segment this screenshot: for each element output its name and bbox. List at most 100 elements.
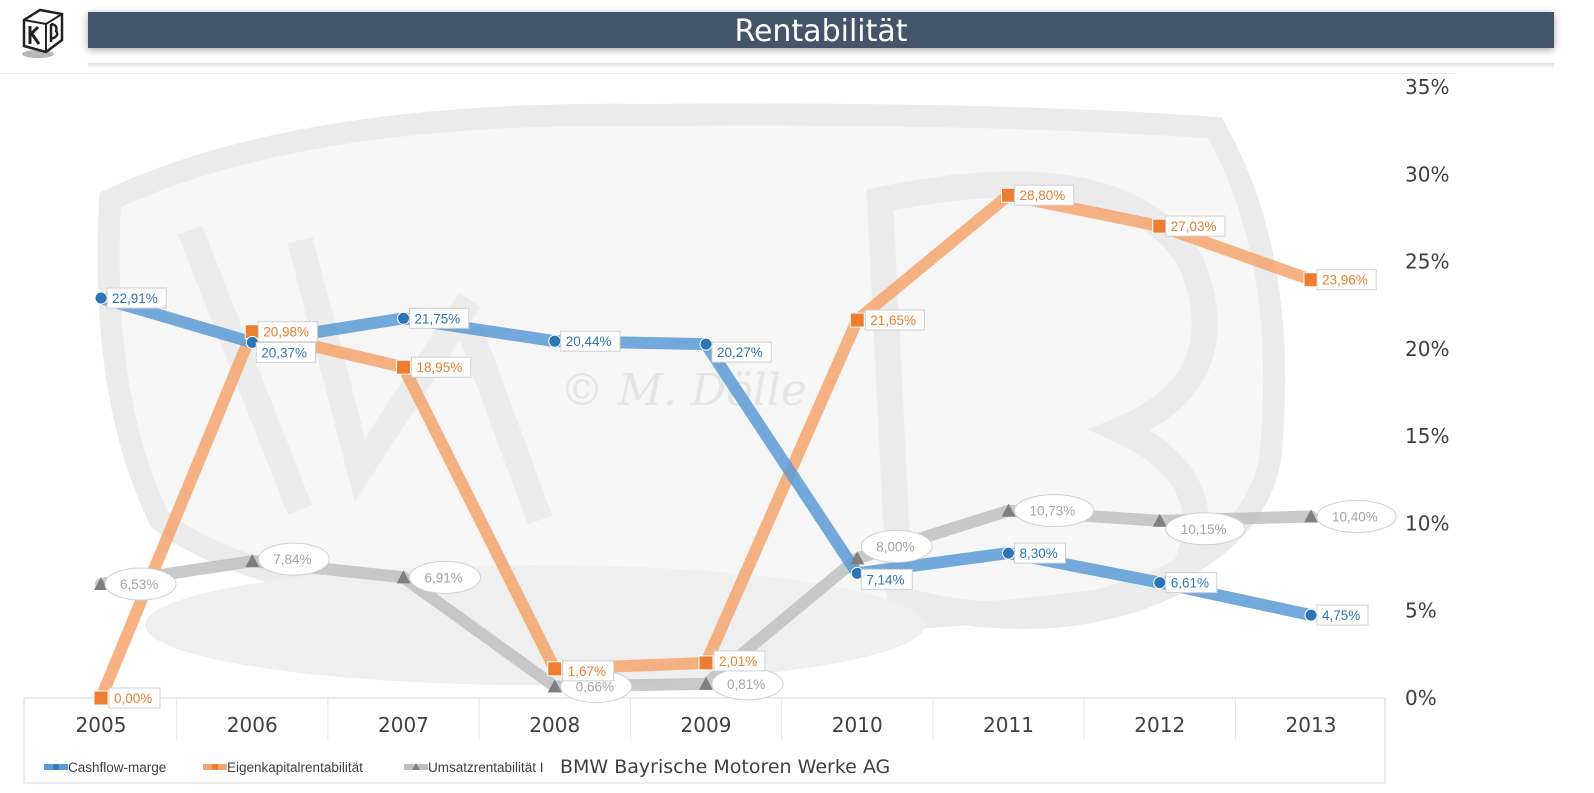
data-point-marker xyxy=(1304,509,1318,523)
data-point-marker xyxy=(699,676,713,690)
x-axis: 2005 2006 2007 2008 2009 2010 2011 2012 2013 xyxy=(23,697,1386,784)
data-label-box xyxy=(108,687,161,709)
y-axis: 0% 5% 10% 15% 20% 25% 30% 35% xyxy=(1405,75,1449,710)
data-point-marker xyxy=(547,661,563,677)
data-label-box xyxy=(562,660,615,682)
legend-marker xyxy=(412,763,420,770)
data-point-marker xyxy=(245,554,260,568)
data-point-marker xyxy=(547,679,562,693)
data-label: 8,00% xyxy=(876,539,914,554)
data-label: 6,91% xyxy=(425,570,463,585)
x-tick-label: 2005 xyxy=(76,713,127,737)
data-label-bubble xyxy=(1014,494,1095,528)
data-label: 21,75% xyxy=(415,311,461,326)
data-label: 1,67% xyxy=(568,664,606,679)
data-point-marker xyxy=(548,334,562,348)
y-tick-label: 10% xyxy=(1405,511,1449,535)
data-label: 20,44% xyxy=(566,334,612,349)
legend-label: Eigenkapitalrentabilität xyxy=(227,760,363,775)
data-label-box xyxy=(1165,572,1218,594)
legend: Cashflow-marge Eigenkapitalrentabilität Um… xyxy=(44,760,544,775)
title-shadow xyxy=(88,63,1554,69)
data-label: 23,96% xyxy=(1322,273,1368,288)
data-label: 10,15% xyxy=(1181,522,1227,537)
data-point-marker xyxy=(699,337,713,351)
data-label-box xyxy=(713,650,766,672)
data-label-box xyxy=(864,309,925,331)
data-point-marker xyxy=(94,577,108,591)
data-label: 7,84% xyxy=(273,552,311,567)
x-tick-label: 2012 xyxy=(1134,713,1185,737)
data-label: 21,65% xyxy=(870,313,916,328)
y-tick-label: 0% xyxy=(1405,686,1437,710)
y-tick-label: 5% xyxy=(1405,599,1437,623)
data-label: 22,91% xyxy=(112,291,158,306)
data-label: 18,95% xyxy=(417,360,463,375)
data-point-marker xyxy=(1152,218,1168,234)
y-tick-label: 35% xyxy=(1405,75,1449,99)
y-tick-label: 30% xyxy=(1405,162,1449,186)
data-label-box xyxy=(560,330,621,352)
legend-marker xyxy=(53,764,59,770)
watermark: © M. Dölle xyxy=(97,103,1286,685)
data-label: 27,03% xyxy=(1171,219,1217,234)
title-banner: Rentabilität xyxy=(88,12,1554,49)
watermark-text: © M. Dölle xyxy=(560,365,807,416)
data-label: 0,81% xyxy=(727,677,765,692)
data-label: 2,01% xyxy=(719,654,757,669)
data-label: 20,37% xyxy=(261,345,307,360)
data-point-marker xyxy=(698,655,714,671)
data-label-box xyxy=(1316,604,1369,626)
data-point-marker xyxy=(849,312,865,328)
data-label: 20,98% xyxy=(263,325,309,340)
page-title: Rentabilität xyxy=(734,14,908,49)
data-point-marker xyxy=(93,690,109,706)
data-point-marker xyxy=(397,311,410,325)
data-label-bubble xyxy=(104,567,177,601)
data-point-marker xyxy=(850,551,865,565)
x-tick-label: 2007 xyxy=(378,713,429,737)
data-point-marker xyxy=(1304,608,1318,622)
data-label-bubble xyxy=(1316,499,1397,533)
data-label: 8,30% xyxy=(1020,546,1058,561)
x-tick-label: 2010 xyxy=(832,713,883,737)
data-label-box xyxy=(711,341,772,363)
data-label-box xyxy=(257,321,318,343)
data-label: 20,27% xyxy=(717,345,763,360)
data-point-marker xyxy=(396,359,411,375)
data-label-box xyxy=(409,307,470,329)
y-tick-label: 15% xyxy=(1405,424,1449,448)
y-tick-label: 20% xyxy=(1405,337,1449,361)
data-label: 28,80% xyxy=(1020,188,1066,203)
data-point-marker xyxy=(1001,187,1016,203)
data-label-box xyxy=(411,356,472,378)
data-label-bubble xyxy=(409,560,481,594)
company-name: BMW Bayrische Motoren Werke AG xyxy=(560,756,891,778)
data-label: 4,75% xyxy=(1322,608,1360,623)
x-tick-label: 2006 xyxy=(227,713,278,737)
data-label: 7,14% xyxy=(866,572,904,587)
data-label: 0,00% xyxy=(114,691,152,706)
data-label-box xyxy=(1014,542,1066,564)
legend-marker xyxy=(212,764,218,770)
data-label-box xyxy=(255,341,316,363)
x-tick-label: 2008 xyxy=(529,713,580,737)
data-label: 10,40% xyxy=(1332,509,1378,524)
data-label-box xyxy=(1014,184,1075,206)
data-point-marker xyxy=(1001,503,1016,517)
x-tick-label: 2009 xyxy=(681,713,732,737)
data-point-marker xyxy=(1002,546,1015,560)
data-label-bubble xyxy=(1165,512,1246,546)
data-label-bubble xyxy=(257,542,330,576)
data-label-box xyxy=(860,568,913,590)
legend-label: Cashflow-marge xyxy=(68,760,166,775)
data-point-marker xyxy=(396,570,411,584)
series-markers xyxy=(93,187,1319,706)
data-labels: 22,91% 20,37% 21,75% 20,44% 20,27% 7,14% 8,30%… xyxy=(104,184,1397,709)
data-label-bubble xyxy=(860,529,933,563)
data-label: 0,66% xyxy=(576,679,614,694)
data-label: 6,53% xyxy=(120,577,158,592)
data-point-marker xyxy=(1153,576,1167,590)
data-label-box xyxy=(1316,269,1377,291)
data-point-marker xyxy=(94,291,108,305)
